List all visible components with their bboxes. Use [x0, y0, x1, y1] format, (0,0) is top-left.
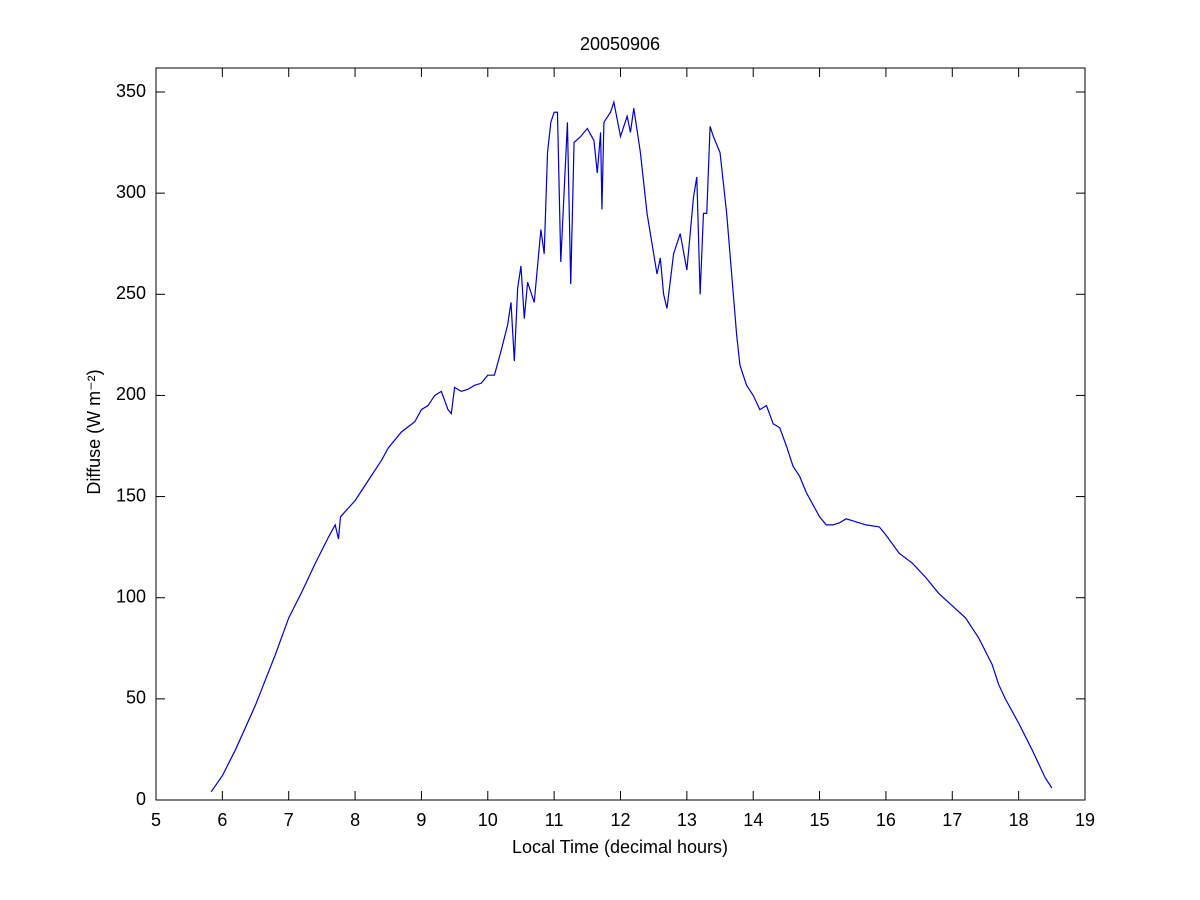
y-tick-label: 350: [116, 81, 146, 101]
x-tick-label: 5: [151, 810, 161, 830]
y-tick-label: 250: [116, 283, 146, 303]
y-tick-label: 50: [126, 688, 146, 708]
y-tick-label: 150: [116, 485, 146, 505]
x-tick-label: 10: [478, 810, 498, 830]
x-tick-label: 18: [1009, 810, 1029, 830]
x-tick-label: 13: [677, 810, 697, 830]
x-axis-label: Local Time (decimal hours): [512, 837, 728, 857]
data-line: [210, 99, 1053, 793]
x-tick-label: 15: [810, 810, 830, 830]
y-axis-label: Diffuse (W m⁻²): [84, 369, 104, 494]
chart-title: 20050906: [580, 34, 660, 54]
x-tick-label: 19: [1075, 810, 1095, 830]
x-tick-label: 12: [610, 810, 630, 830]
x-tick-label: 14: [743, 810, 763, 830]
y-tick-label: 200: [116, 384, 146, 404]
y-tick-label: 300: [116, 182, 146, 202]
x-tick-label: 6: [217, 810, 227, 830]
x-tick-label: 17: [942, 810, 962, 830]
y-tick-label: 100: [116, 586, 146, 606]
x-tick-label: 7: [284, 810, 294, 830]
y-tick-label: 0: [136, 789, 146, 809]
x-tick-label: 16: [876, 810, 896, 830]
x-tick-label: 9: [416, 810, 426, 830]
x-tick-label: 8: [350, 810, 360, 830]
x-tick-label: 11: [545, 810, 564, 830]
